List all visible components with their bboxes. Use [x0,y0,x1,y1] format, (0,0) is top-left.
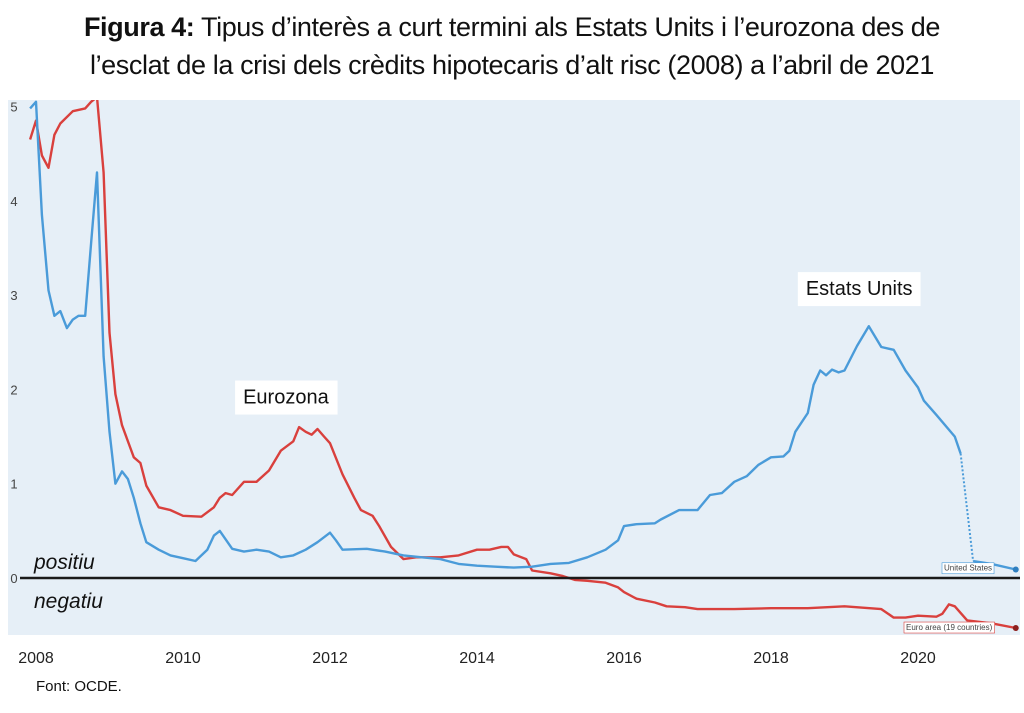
y-tick-label: 2 [10,382,17,397]
annotation-ez-box [235,380,338,415]
source-note: Font: OCDE. [36,678,122,695]
y-tick-label: 1 [10,477,17,492]
series-end-marker-eurozona [1012,624,1019,631]
x-tick-label: 2012 [312,650,348,667]
line-chart: 0 1 2 3 4 5 2008 2010 2012 2014 2016 2018 2020 positi… [8,100,1020,667]
end-label-eurozona: Euro area (19 countries) [903,621,995,634]
annotation-us-text: Estats Units [806,278,913,300]
figure-label: Figura 4: [83,12,195,42]
x-tick-label: 2014 [459,650,495,667]
end-label-us-text: United States [944,564,992,573]
x-tick-label: 2018 [753,650,789,667]
title-line-1-text: Tipus d’interès a curt termini als Estat… [201,12,941,42]
series-line-us [29,100,962,569]
chart-title: Figura 4: Tipus d’interès a curt termini… [0,8,1024,84]
series-line-eurozona [28,100,1017,630]
end-label-us-box [941,562,995,575]
end-label-eurozona-box [903,621,995,634]
annotation-ez: Eurozona [235,380,338,415]
end-label-eurozona-text: Euro area (19 countries) [906,623,993,632]
series-end-marker-us [1012,566,1019,573]
annotation-ez-text: Eurozona [243,387,329,409]
y-tick-label: 5 [10,100,17,115]
end-label-us: United States [941,562,995,575]
title-line-1: Figura 4: Tipus d’interès a curt termini… [0,8,1024,46]
y-tick-label: 3 [10,288,17,303]
zero-label-positive: positiu [33,551,95,574]
x-tick-label: 2008 [18,650,54,667]
x-tick-label: 2020 [900,650,936,667]
x-tick-label: 2010 [165,650,201,667]
plot-background [8,100,1020,635]
y-tick-label: 0 [10,571,17,586]
title-line-2: l’esclat de la crisi dels crèdits hipote… [89,50,934,80]
y-tick-label: 4 [10,194,17,209]
annotation-us: Estats Units [797,272,921,307]
annotation-us-box [797,272,921,307]
zero-label-negative: negatiu [34,590,103,613]
x-tick-label: 2016 [606,650,642,667]
